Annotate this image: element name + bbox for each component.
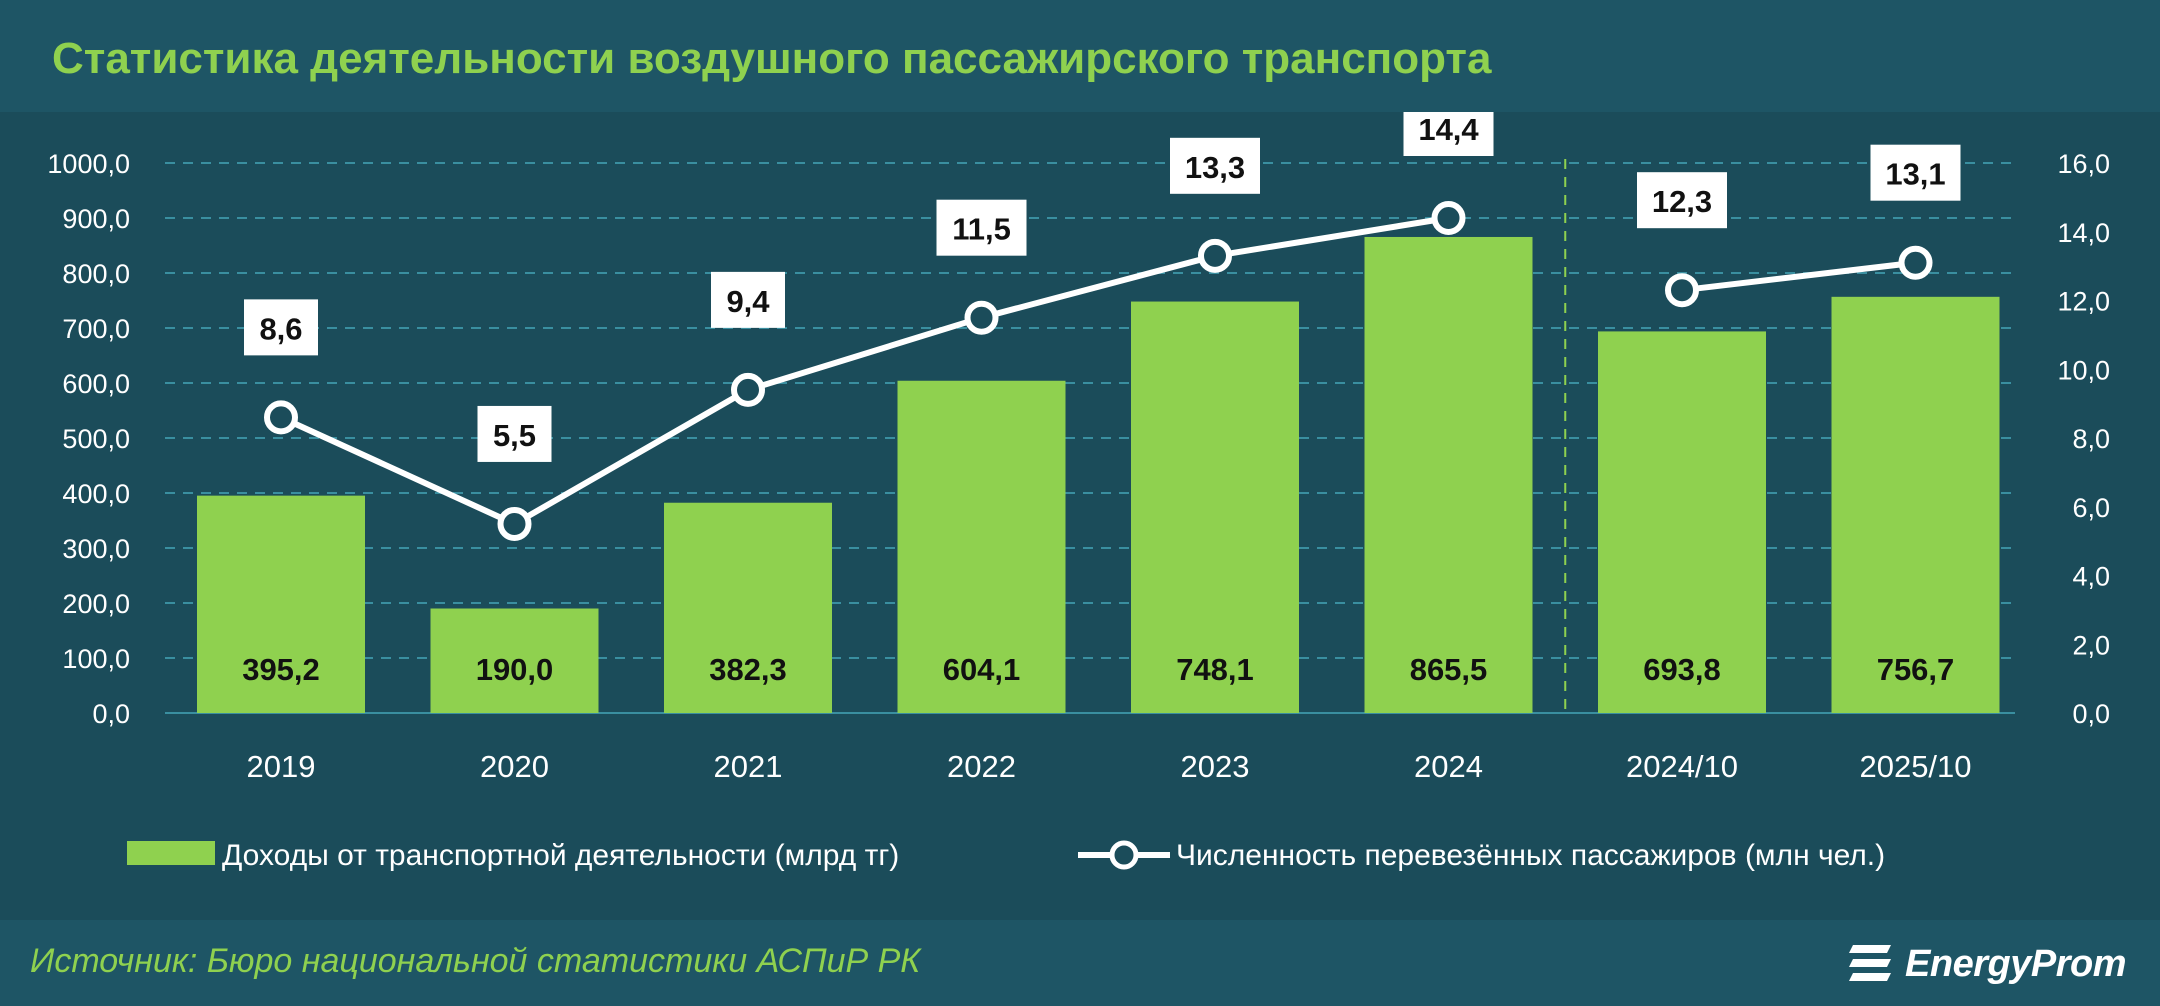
bar [1831, 296, 2000, 713]
chart-title: Статистика деятельности воздушного пасса… [52, 34, 1492, 83]
x-tick-label: 2020 [480, 749, 549, 784]
y-right-tick-label: 2,0 [2072, 630, 2110, 660]
y-left-tick-label: 800,0 [62, 259, 130, 289]
y-left-tick-label: 500,0 [62, 424, 130, 454]
bar [1364, 236, 1533, 713]
line-value-box [936, 199, 1027, 256]
bar [197, 495, 365, 713]
line-value-label: 13,1 [1885, 157, 1945, 192]
bar-value-label: 865,5 [1410, 652, 1488, 687]
source-note: Источник: Бюро национальной статистики А… [30, 942, 921, 980]
energyprom-logo: EnergyProm [1845, 936, 2126, 992]
x-tick-label: 2019 [247, 749, 316, 784]
line-value-label: 12,3 [1652, 184, 1712, 219]
bar-value-label: 693,8 [1643, 652, 1721, 687]
x-tick-label: 2024 [1414, 749, 1483, 784]
y-right-tick-label: 6,0 [2072, 493, 2110, 523]
y-right-tick-label: 14,0 [2057, 218, 2110, 248]
legend-bar-swatch [127, 841, 215, 865]
x-tick-label: 2021 [714, 749, 783, 784]
y-right-tick-label: 0,0 [2072, 699, 2110, 729]
logo-stripes-icon [1849, 945, 1892, 981]
y-left-tick-label: 900,0 [62, 204, 130, 234]
passenger-line [279, 215, 1449, 527]
bar [664, 502, 832, 713]
line-marker [964, 300, 999, 335]
bar [897, 380, 1066, 713]
bar-value-label: 190,0 [476, 652, 554, 687]
y-left-tick-label: 700,0 [62, 314, 130, 344]
header: Статистика деятельности воздушного пасса… [0, 0, 2160, 112]
x-tick-label: 2022 [947, 749, 1016, 784]
bar-value-label: 756,7 [1877, 652, 1955, 687]
passenger-line [1681, 259, 1916, 294]
x-tick-label: 2025/10 [1859, 749, 1971, 784]
logo-text: EnergyProm [1905, 942, 2126, 985]
y-left-tick-label: 1000,0 [47, 149, 130, 179]
line-value-box [1870, 144, 1961, 201]
line-value-box [477, 405, 552, 462]
line-value-box [1170, 137, 1260, 194]
legend-line-label: Численность перевезённых пассажиров (млн… [1176, 839, 1885, 872]
footer: Источник: Бюро национальной статистики А… [0, 920, 2160, 1006]
legend-bar-label: Доходы от транспортной деятельности (млр… [222, 839, 899, 872]
line-value-box [711, 271, 785, 328]
line-marker [1665, 273, 1699, 308]
y-left-tick-label: 200,0 [62, 589, 130, 619]
line-value-box [244, 299, 318, 356]
y-right-tick-label: 16,0 [2057, 149, 2110, 179]
line-value-label: 9,4 [726, 284, 770, 319]
bar [1131, 301, 1299, 713]
bar-value-label: 395,2 [242, 652, 320, 687]
bar-value-label: 604,1 [943, 652, 1021, 687]
x-tick-label: 2023 [1181, 749, 1250, 784]
x-tick-label: 2024/10 [1626, 749, 1738, 784]
combo-chart: 0,0 100,0 200,0 300,0 400,0 500,0 600,0 700,0 80… [47, 100, 2110, 872]
y-left-tick-label: 600,0 [62, 369, 130, 399]
line-marker [264, 400, 298, 435]
y-right-tick-label: 10,0 [2057, 355, 2110, 385]
line-value-label: 14,4 [1418, 112, 1479, 147]
line-marker [1198, 238, 1232, 273]
y-left-tick-label: 300,0 [62, 534, 130, 564]
line-value-label: 8,6 [259, 311, 302, 346]
line-marker [1898, 245, 1933, 280]
y-right-tick-label: 4,0 [2072, 562, 2110, 592]
y-right-tick-label: 8,0 [2072, 424, 2110, 454]
bar [1598, 331, 1766, 713]
y-left-tick-label: 100,0 [62, 644, 130, 674]
line-value-label: 13,3 [1185, 150, 1245, 185]
line-value-label: 11,5 [952, 212, 1011, 247]
y-left-tick-label: 400,0 [62, 479, 130, 509]
line-marker [731, 372, 765, 407]
line-marker [1431, 201, 1466, 235]
line-value-box [1637, 172, 1727, 229]
y-left-tick-label: 0,0 [92, 699, 130, 729]
bar [430, 608, 599, 713]
line-value-label: 5,5 [493, 418, 536, 453]
chart-area: 0,0 100,0 200,0 300,0 400,0 500,0 600,0 700,0 80… [0, 100, 2160, 920]
bar-value-label: 748,1 [1176, 652, 1254, 687]
y-right-tick-label: 12,0 [2057, 287, 2110, 317]
line-marker [497, 506, 532, 541]
bar-value-label: 382,3 [709, 652, 787, 687]
legend-line-marker [1109, 840, 1139, 870]
